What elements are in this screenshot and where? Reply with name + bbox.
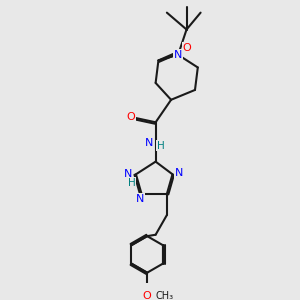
Text: N: N bbox=[174, 50, 182, 60]
Text: O: O bbox=[143, 291, 152, 300]
Text: N: N bbox=[136, 194, 144, 204]
Text: O: O bbox=[183, 43, 191, 53]
Text: H: H bbox=[157, 141, 165, 151]
Text: O: O bbox=[126, 112, 135, 122]
Text: H: H bbox=[128, 178, 136, 188]
Text: N: N bbox=[175, 168, 183, 178]
Text: CH₃: CH₃ bbox=[156, 291, 174, 300]
Text: N: N bbox=[144, 138, 153, 148]
Text: N: N bbox=[124, 169, 132, 179]
